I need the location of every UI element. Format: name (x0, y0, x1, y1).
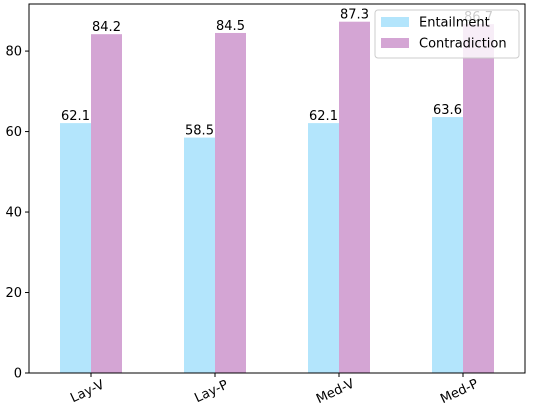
y-tick-label: 40 (5, 206, 22, 221)
data-label: 62.1 (61, 109, 90, 124)
data-label: 84.5 (216, 19, 245, 34)
data-label: 58.5 (185, 124, 214, 139)
x-tick-label: Lay-V (68, 377, 107, 406)
x-tick-label: Med-P (438, 377, 481, 408)
y-tick-label: 80 (5, 45, 22, 60)
plot-frame (28, 3, 526, 374)
data-label: 87.3 (340, 8, 369, 23)
x-tick-label: Med-V (314, 376, 357, 407)
x-tick-label: Lay-P (192, 378, 230, 407)
legend-label-contradiction: Contradiction (419, 37, 507, 52)
y-tick-label: 20 (5, 286, 22, 301)
bars (60, 21, 494, 374)
legend-swatch-contradiction (381, 38, 409, 48)
y-tick-label: 60 (5, 125, 22, 140)
bar-contradiction (463, 24, 494, 373)
bar-entailment (432, 117, 463, 373)
data-label: 62.1 (309, 109, 338, 124)
data-label: 84.2 (92, 20, 121, 35)
bar-contradiction (215, 32, 246, 373)
legend-box (374, 9, 520, 59)
bar-contradiction (339, 21, 370, 373)
legend-swatch-entailment (381, 17, 409, 27)
legend-label-entailment: Entailment (419, 16, 490, 31)
data-label: 63.6 (433, 103, 462, 118)
bar-entailment (60, 123, 91, 373)
legend: Entailment Contradiction (374, 9, 520, 59)
x-axis: Lay-V Lay-P Med-V Med-P (68, 373, 481, 407)
y-axis: 0 20 40 60 80 (5, 45, 29, 382)
bar-contradiction (91, 34, 122, 374)
y-tick-label: 0 (14, 367, 22, 382)
bar-entailment (184, 137, 215, 373)
bar-entailment (308, 123, 339, 373)
